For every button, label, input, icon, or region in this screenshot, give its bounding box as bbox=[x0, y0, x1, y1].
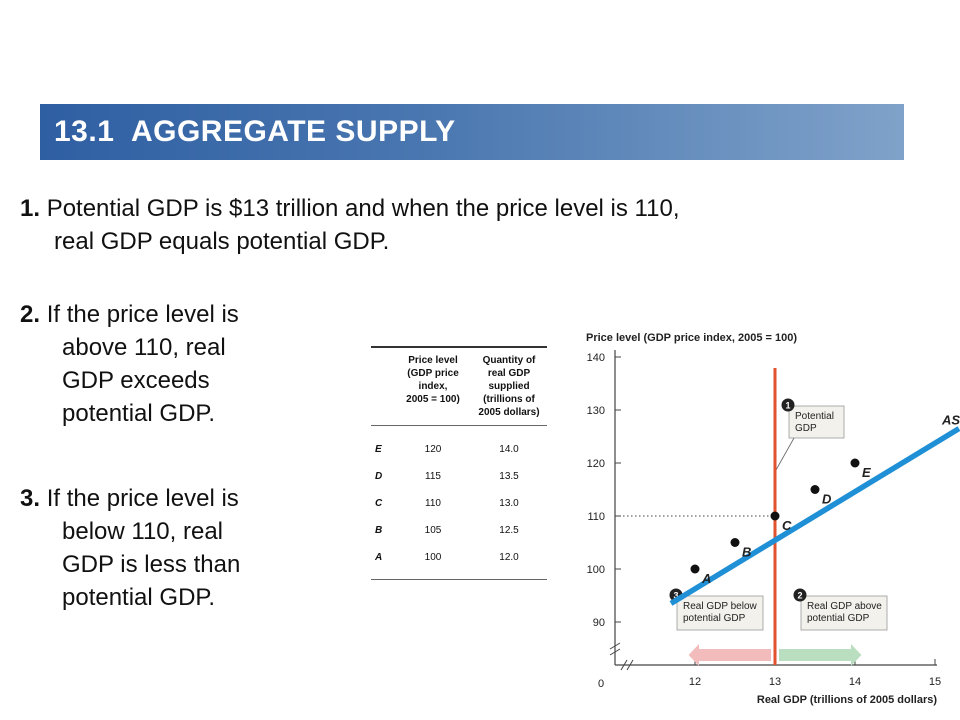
potential-gdp-annotation-text: GDP bbox=[795, 423, 817, 434]
y-tick-label: 100 bbox=[587, 564, 605, 576]
y-tick-label: 140 bbox=[587, 352, 605, 364]
data-point-a bbox=[690, 564, 700, 574]
point-1-number: 1. bbox=[20, 195, 41, 222]
data-point-b bbox=[730, 538, 740, 547]
point-2-line-4: potential GDP. bbox=[62, 400, 215, 427]
point-2: 2. If the price level is above 110, real… bbox=[20, 298, 330, 430]
header-price-level: Price level (GDP price index, 2005 = 100… bbox=[406, 355, 460, 405]
table-row: D 115 13.5 bbox=[375, 471, 519, 482]
potential-gdp-annotation-badge bbox=[781, 398, 795, 412]
point-1-line-2: real GDP equals potential GDP. bbox=[54, 228, 390, 255]
title-bar: 13.1 AGGREGATE SUPPLY bbox=[40, 104, 904, 160]
potential-gdp-annotation-box bbox=[788, 405, 845, 439]
y-tick-label: 130 bbox=[587, 405, 605, 417]
point-1: 1. Potential GDP is $13 trillion and whe… bbox=[20, 192, 920, 258]
below-potential-annotation-box bbox=[676, 595, 764, 631]
as-curve-label: AS bbox=[941, 413, 960, 428]
y-axis-title: Price level (GDP price index, 2005 = 100… bbox=[586, 332, 797, 344]
as-curve bbox=[669, 426, 960, 606]
point-3-line-4: potential GDP. bbox=[62, 584, 215, 611]
x-tick-label: 13 bbox=[769, 676, 781, 688]
x-axis-break bbox=[620, 659, 634, 671]
above-potential-annotation-badge-number: 2 bbox=[797, 591, 802, 601]
table-header: Price level (GDP price index, 2005 = 100… bbox=[371, 348, 547, 426]
table-row: E 120 14.0 bbox=[375, 444, 519, 455]
point-1-line-1: Potential GDP is $13 trillion and when t… bbox=[46, 195, 680, 222]
below-potential-annotation-text: potential GDP bbox=[683, 613, 746, 624]
above-potential-annotation-box bbox=[800, 595, 888, 631]
above-potential-arrow bbox=[779, 644, 862, 666]
x-tick-label: 12 bbox=[689, 676, 701, 688]
point-2-line-3: GDP exceeds bbox=[62, 367, 210, 394]
above-potential-annotation-text: potential GDP bbox=[807, 613, 870, 624]
data-point-label-b: B bbox=[742, 545, 751, 560]
below-potential-annotation-badge-number: 3 bbox=[673, 591, 678, 601]
data-point-label-a: A bbox=[701, 571, 711, 586]
below-potential-arrow bbox=[688, 644, 771, 666]
x-axis-title: Real GDP (trillions of 2005 dollars) bbox=[757, 694, 937, 706]
point-3-line-1: If the price level is bbox=[46, 485, 239, 512]
table-row: C 110 13.0 bbox=[375, 498, 519, 509]
y-axis-break bbox=[609, 642, 621, 656]
point-2-number: 2. bbox=[20, 301, 41, 328]
potential-gdp-pointer bbox=[775, 437, 795, 471]
above-potential-annotation-text: Real GDP above bbox=[807, 601, 882, 612]
point-3: 3. If the price level is below 110, real… bbox=[20, 482, 330, 614]
data-point-label-e: E bbox=[862, 465, 871, 480]
header-quantity: Quantity of real GDP supplied (trillions… bbox=[478, 355, 540, 418]
x-tick-label: 15 bbox=[929, 676, 941, 688]
x-tick-label: 14 bbox=[849, 676, 861, 688]
y-tick-label: 110 bbox=[587, 511, 605, 523]
point-3-number: 3. bbox=[20, 485, 41, 512]
y-tick-label: 120 bbox=[587, 458, 605, 470]
above-potential-annotation-badge bbox=[793, 588, 807, 602]
y-tick-label: 90 bbox=[593, 617, 605, 629]
slide-title: 13.1 AGGREGATE SUPPLY bbox=[54, 115, 456, 148]
data-point-e bbox=[850, 458, 860, 468]
data-point-label-d: D bbox=[822, 492, 832, 507]
data-point-c bbox=[770, 511, 780, 521]
table-row: A 100 12.0 bbox=[375, 552, 519, 563]
data-point-d bbox=[810, 485, 820, 494]
supply-schedule-table: Price level (GDP price index, 2005 = 100… bbox=[371, 346, 547, 580]
point-3-line-3: GDP is less than bbox=[62, 551, 241, 578]
data-point-label-c: C bbox=[782, 518, 792, 533]
table-row: B 105 12.5 bbox=[375, 525, 519, 536]
potential-gdp-annotation-text: Potential bbox=[795, 411, 834, 422]
below-potential-annotation-text: Real GDP below bbox=[683, 601, 758, 612]
point-2-line-1: If the price level is bbox=[46, 301, 239, 328]
origin-label: 0 bbox=[598, 678, 604, 690]
point-3-line-2: below 110, real bbox=[62, 518, 223, 545]
potential-gdp-annotation-badge-number: 1 bbox=[785, 401, 790, 411]
point-2-line-2: above 110, real bbox=[62, 334, 226, 361]
